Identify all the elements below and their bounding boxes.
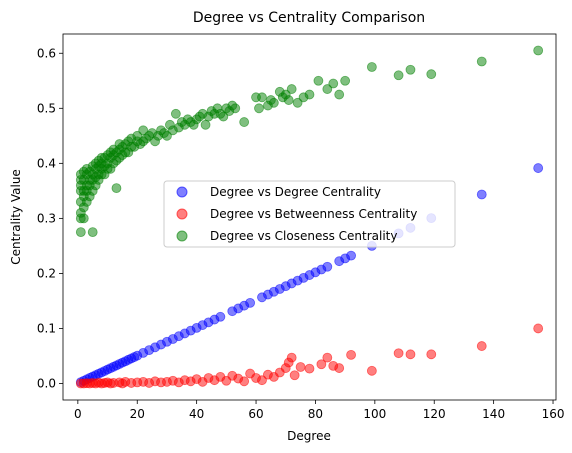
data-point — [322, 352, 333, 363]
data-point — [533, 323, 544, 334]
x-tick-label: 20 — [130, 407, 145, 421]
data-point — [334, 89, 345, 100]
x-tick-label: 40 — [189, 407, 204, 421]
data-point — [322, 84, 333, 94]
data-point — [316, 359, 327, 370]
legend-marker-degree — [176, 186, 188, 198]
data-point — [78, 213, 89, 224]
data-point — [476, 341, 487, 351]
data-point — [476, 56, 487, 67]
x-axis-label: Degree — [287, 429, 331, 443]
legend-label-betweenness: Degree vs Betweenness Centrality — [210, 207, 417, 221]
legend-marker-betweenness — [176, 208, 188, 220]
series-0 — [75, 163, 544, 388]
legend-label-closeness: Degree vs Closeness Centrality — [210, 229, 398, 243]
legend-marker-closeness — [176, 230, 188, 242]
y-axis: 0.0 0.1 0.2 0.3 0.4 0.5 0.6 — [37, 46, 63, 390]
data-point — [283, 95, 294, 105]
data-point — [245, 297, 256, 308]
chart-title: Degree vs Centrality Comparison — [193, 10, 425, 26]
y-tick-label: 0.6 — [37, 46, 56, 60]
series-1 — [75, 323, 544, 389]
data-point — [366, 365, 377, 376]
series-layer — [75, 45, 544, 389]
legend: Degree vs Degree Centrality Degree vs Be… — [163, 180, 456, 248]
data-point — [292, 97, 303, 108]
x-tick-label: 60 — [248, 407, 263, 421]
data-point — [254, 103, 264, 114]
data-point — [405, 349, 416, 360]
data-point — [533, 45, 544, 56]
data-point — [170, 108, 181, 119]
data-point — [393, 348, 404, 359]
data-point — [533, 163, 544, 173]
y-axis-label: Centrality Value — [9, 169, 23, 265]
x-axis: 0 20 40 60 80 100 120 140 160 — [74, 400, 564, 421]
data-point — [268, 97, 279, 108]
legend-box — [163, 180, 456, 248]
y-tick-label: 0.2 — [37, 266, 56, 280]
legend-label-degree: Degree vs Degree Centrality — [210, 185, 381, 199]
x-tick-label: 160 — [542, 407, 565, 421]
data-point — [346, 349, 356, 360]
y-tick-label: 0.3 — [37, 211, 56, 225]
data-point — [230, 103, 241, 114]
data-point — [426, 349, 437, 360]
data-point — [87, 227, 98, 238]
data-point — [304, 363, 315, 374]
y-tick-label: 0.4 — [37, 156, 56, 170]
data-point — [366, 62, 377, 72]
y-tick-label: 0.5 — [37, 101, 56, 115]
data-point — [313, 75, 324, 86]
data-point — [257, 92, 267, 103]
data-point — [286, 352, 297, 363]
data-point — [162, 130, 172, 141]
data-point — [334, 363, 345, 373]
x-tick-label: 140 — [482, 407, 505, 421]
data-point — [426, 69, 437, 80]
data-point — [286, 84, 297, 94]
y-tick-label: 0.0 — [37, 376, 56, 390]
data-point — [476, 189, 487, 200]
data-point — [257, 375, 267, 386]
y-tick-label: 0.1 — [37, 321, 56, 335]
data-point — [239, 117, 250, 127]
data-point — [304, 89, 315, 100]
data-point — [346, 250, 356, 261]
data-point — [75, 227, 86, 238]
x-tick-label: 80 — [308, 407, 323, 421]
x-tick-label: 100 — [363, 407, 386, 421]
x-tick-label: 0 — [74, 407, 82, 421]
data-point — [328, 78, 339, 89]
data-point — [340, 75, 351, 86]
plot-frame — [62, 33, 557, 401]
data-point — [239, 376, 250, 387]
data-point — [111, 183, 122, 194]
data-point — [289, 370, 300, 381]
data-point — [322, 261, 333, 272]
data-point — [393, 70, 404, 81]
data-point — [295, 362, 306, 372]
data-point — [215, 311, 226, 322]
data-point — [405, 64, 416, 75]
x-tick-label: 120 — [423, 407, 446, 421]
series-2 — [75, 45, 544, 238]
data-point — [200, 119, 211, 130]
